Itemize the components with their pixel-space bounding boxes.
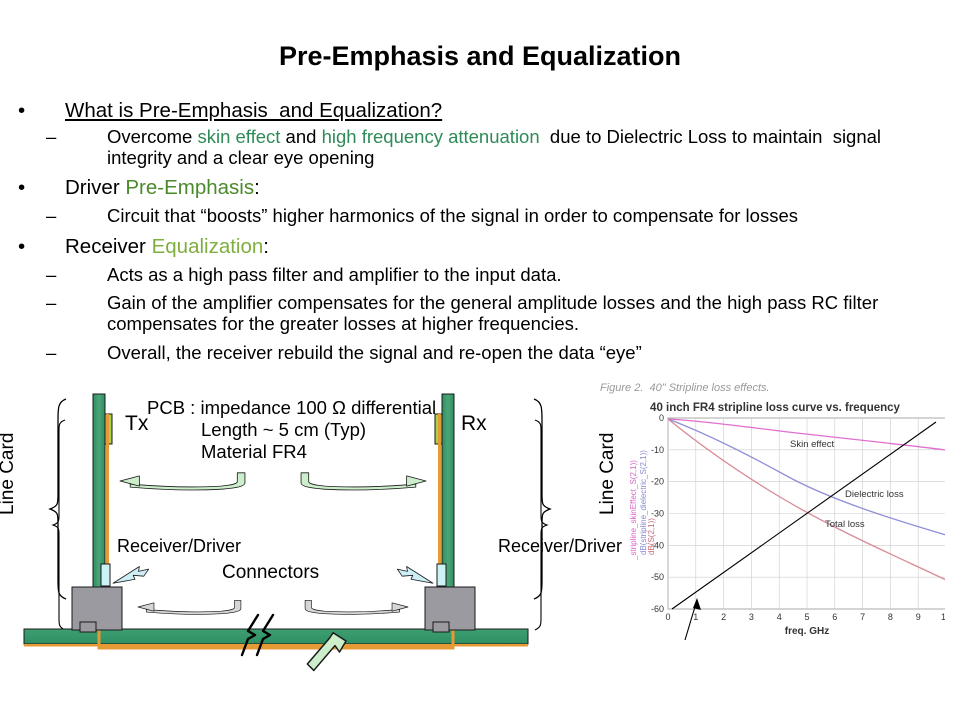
svg-text:-10: -10	[651, 445, 664, 455]
svg-text:0: 0	[659, 413, 664, 423]
svg-text:-20: -20	[651, 477, 664, 487]
svg-text:_stripline_skinEffect_S(2,1)): _stripline_skinEffect_S(2,1))	[629, 460, 638, 561]
svg-text:10: 10	[941, 612, 945, 622]
svg-text:1: 1	[693, 612, 698, 622]
svg-text:8: 8	[888, 612, 893, 622]
svg-text:Total loss: Total loss	[825, 519, 865, 530]
svg-text:6: 6	[832, 612, 837, 622]
svg-text:2: 2	[721, 612, 726, 622]
svg-text:9: 9	[916, 612, 921, 622]
svg-text:5: 5	[804, 612, 809, 622]
svg-text:-50: -50	[651, 572, 664, 582]
svg-text:3: 3	[749, 612, 754, 622]
svg-text:dB(S(2,1)): dB(S(2,1))	[647, 518, 656, 555]
svg-text:-60: -60	[651, 604, 664, 614]
svg-text:-30: -30	[651, 509, 664, 519]
svg-text:0: 0	[665, 612, 670, 622]
svg-text:4: 4	[777, 612, 782, 622]
svg-text:40 inch FR4 stripline loss cur: 40 inch FR4 stripline loss curve vs. fre…	[650, 402, 901, 414]
svg-text:freq. GHz: freq. GHz	[785, 626, 829, 637]
svg-text:Skin effect: Skin effect	[790, 439, 835, 450]
svg-text:Dielectric loss: Dielectric loss	[845, 489, 904, 500]
svg-text:7: 7	[860, 612, 865, 622]
